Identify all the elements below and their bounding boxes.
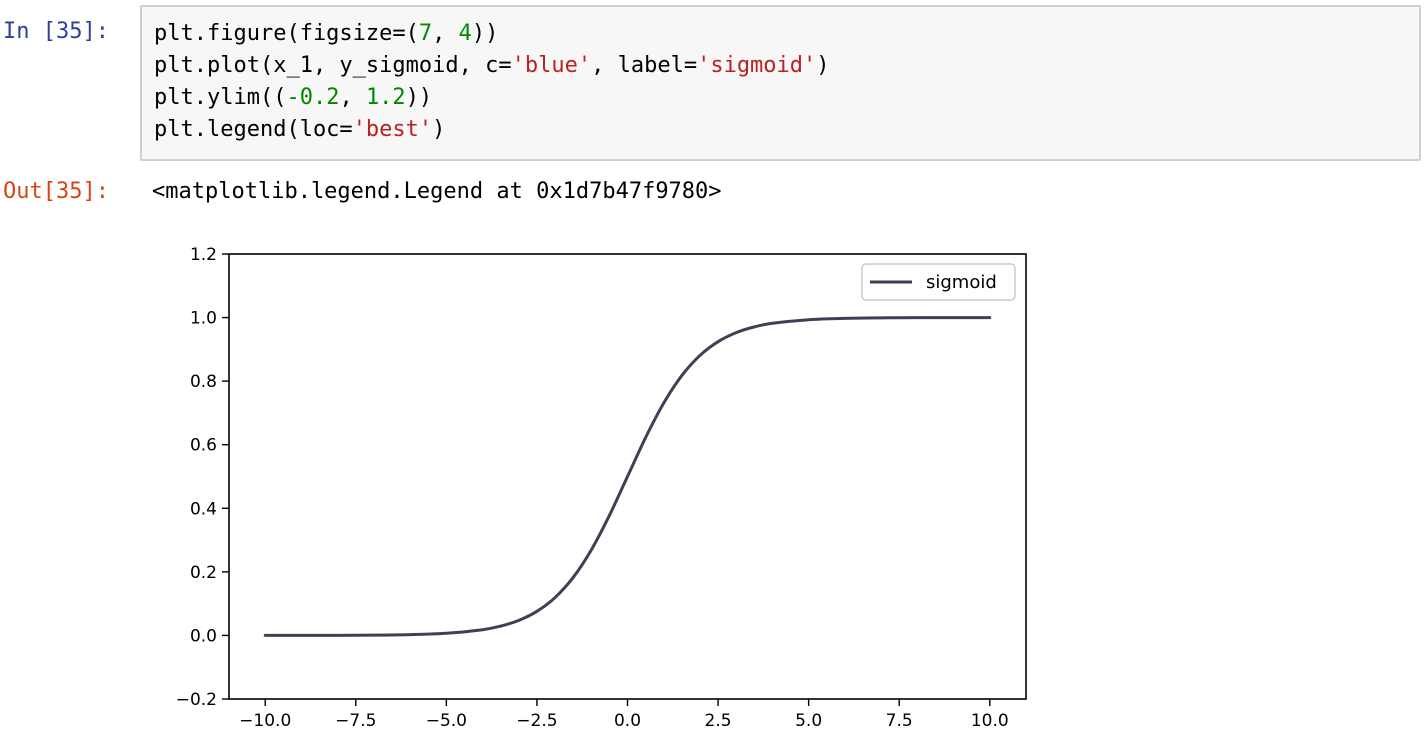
- code-token: 'blue': [511, 53, 592, 78]
- code-token: plt.legend(loc=: [154, 117, 353, 142]
- code-token: plt.ylim((: [154, 85, 287, 110]
- output-prompt: Out[35]:: [3, 179, 109, 204]
- code-token: 4: [458, 21, 472, 46]
- y-tick-label: 0.2: [190, 563, 217, 583]
- code-token: ): [816, 53, 830, 78]
- code-token: -0.2: [286, 85, 340, 110]
- x-tick-label: −10.0: [239, 711, 291, 731]
- axes-frame: [228, 253, 1027, 700]
- code-token: , label=: [591, 53, 698, 78]
- legend: sigmoid: [861, 263, 1016, 301]
- code-line[interactable]: plt.ylim((-0.2, 1.2)): [154, 82, 830, 114]
- code-token: 'best': [352, 117, 433, 142]
- y-tick-label: 1.0: [190, 309, 217, 329]
- legend-box: [861, 263, 1016, 301]
- code-cell-editor[interactable]: plt.figure(figsize=(7, 4)) plt.plot(x_1, …: [140, 5, 1421, 161]
- x-tick-label: 2.5: [705, 711, 732, 731]
- code-token: 1.2: [365, 85, 406, 110]
- legend-label-sigmoid: sigmoid: [926, 272, 997, 293]
- y-tick-label: 0.6: [190, 436, 217, 456]
- x-tick-label: 5.0: [795, 711, 822, 731]
- code-token: plt.plot(x_1, y_sigmoid, c=: [154, 53, 512, 78]
- code-token: 'sigmoid': [697, 53, 817, 78]
- x-tick-label: −5.0: [426, 711, 467, 731]
- code-line[interactable]: plt.legend(loc='best'): [154, 114, 830, 146]
- y-tick-label: 0.4: [190, 499, 217, 519]
- code-token: ): [432, 117, 446, 142]
- x-tick-label: −2.5: [516, 711, 557, 731]
- code-token: ,: [339, 85, 366, 110]
- y-tick-label: 0.0: [190, 626, 217, 646]
- x-tick-label: 7.5: [886, 711, 913, 731]
- code-line[interactable]: plt.figure(figsize=(7, 4)): [154, 18, 830, 50]
- code-line[interactable]: plt.plot(x_1, y_sigmoid, c='blue', label…: [154, 50, 830, 82]
- input-prompt: In [35]:: [3, 19, 109, 44]
- x-tick-label: 10.0: [971, 711, 1009, 731]
- series-line-sigmoid: [263, 316, 992, 637]
- y-tick-label: 0.8: [190, 372, 217, 392]
- output-text: <matplotlib.legend.Legend at 0x1d7b47f97…: [152, 179, 722, 204]
- y-tick-label: 1.2: [190, 245, 217, 265]
- code-token: ,: [432, 21, 459, 46]
- x-tick-label: −7.5: [335, 711, 376, 731]
- code-token: )): [471, 21, 499, 46]
- code-token: )): [405, 85, 433, 110]
- code-token: plt.figure(figsize=(: [154, 21, 419, 46]
- code-area[interactable]: plt.figure(figsize=(7, 4)) plt.plot(x_1, …: [154, 18, 830, 146]
- code-token: 7: [418, 21, 433, 46]
- x-tick-label: 0.0: [614, 711, 641, 731]
- y-tick-label: −0.2: [176, 690, 217, 710]
